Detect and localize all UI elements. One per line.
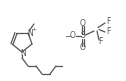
Text: N: N bbox=[27, 29, 33, 38]
Text: F: F bbox=[98, 38, 102, 46]
Text: F: F bbox=[106, 28, 110, 37]
Text: +: + bbox=[31, 27, 37, 32]
Text: N: N bbox=[20, 49, 26, 58]
Text: −: − bbox=[64, 32, 72, 40]
Text: O: O bbox=[70, 32, 76, 40]
Text: O: O bbox=[80, 43, 86, 52]
Text: O: O bbox=[80, 20, 86, 29]
Text: S: S bbox=[81, 32, 85, 40]
Text: F: F bbox=[106, 17, 110, 26]
